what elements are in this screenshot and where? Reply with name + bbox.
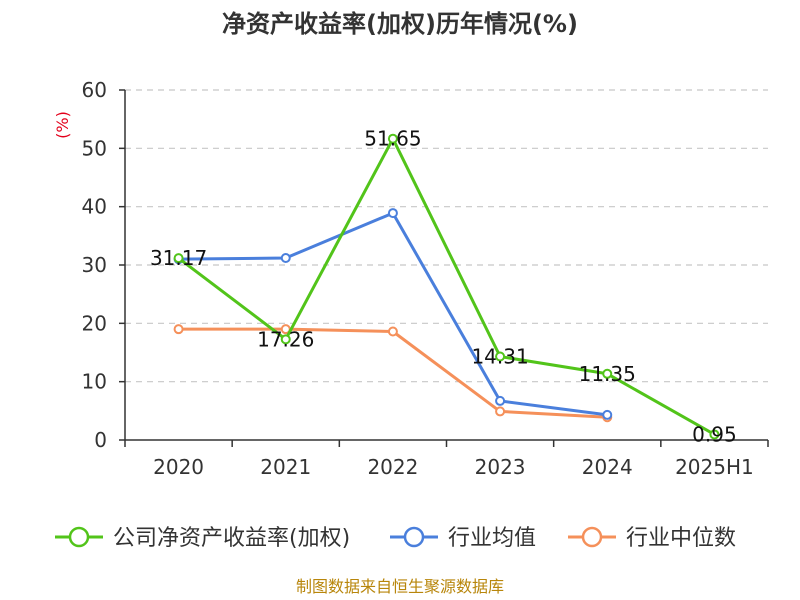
- data-label: 17.26: [257, 327, 314, 351]
- x-tick-label: 2020: [153, 455, 204, 479]
- series-line: [178, 211, 608, 417]
- grid-lines: [125, 89, 768, 383]
- legend-label: 行业中位数: [626, 526, 736, 551]
- data-point: [280, 253, 291, 263]
- legend-item: 行业均值: [390, 526, 536, 551]
- legend-label: 公司净资产收益率(加权): [113, 526, 350, 551]
- data-point: [602, 368, 613, 379]
- y-tick-label: 10: [82, 370, 107, 394]
- data-point: [495, 351, 506, 362]
- legend-swatch-marker: [581, 526, 603, 548]
- x-tick-label: 2021: [260, 455, 311, 479]
- data-point: [387, 326, 398, 337]
- data-label: 51.65: [364, 127, 421, 151]
- chart-title: 净资产收益率(加权)历年情况(%): [222, 10, 578, 38]
- data-point: [173, 324, 184, 335]
- legend-swatch-marker: [403, 526, 425, 548]
- y-tick-label: 30: [82, 253, 107, 277]
- data-point: [280, 334, 291, 345]
- data-point: [495, 406, 506, 417]
- x-tick-label: 2024: [582, 455, 633, 479]
- y-tick-label: 60: [82, 78, 107, 102]
- data-labels: 31.17 17.26 51.65 14.31 11.35 0.95: [150, 127, 737, 447]
- y-axis-unit: (%): [53, 111, 72, 139]
- series-line: [177, 137, 716, 436]
- x-tick-label: 2022: [367, 455, 418, 479]
- legend-label: 行业均值: [448, 526, 536, 551]
- y-tick-label: 0: [94, 428, 107, 452]
- series-line: [178, 327, 608, 419]
- data-point: [173, 253, 184, 264]
- x-tick-label: 2025H1: [675, 455, 754, 479]
- source-note: 制图数据来自恒生聚源数据库: [296, 577, 504, 596]
- legend-item: 公司净资产收益率(加权): [55, 526, 350, 551]
- data-label: 31.17: [150, 246, 207, 270]
- y-tick-label: 40: [82, 195, 107, 219]
- legend-item: 行业中位数: [568, 526, 736, 551]
- y-tick-label: 20: [82, 311, 107, 335]
- data-label: 11.35: [579, 362, 636, 386]
- data-label: 14.31: [471, 345, 528, 369]
- axes: 0 10 20 30 40 50 60 2020 2021 2022 2023 2024 2025H1: [82, 78, 769, 479]
- data-point: [387, 208, 398, 219]
- legend-swatch-marker: [68, 526, 90, 548]
- series-lines: [173, 133, 720, 440]
- y-tick-label: 50: [82, 136, 107, 160]
- x-tick-label: 2023: [475, 455, 526, 479]
- data-point: [495, 395, 506, 406]
- data-point: [602, 409, 613, 420]
- data-point: [709, 429, 720, 440]
- data-point: [387, 133, 398, 144]
- data-label: 0.95: [692, 422, 737, 446]
- legend: 公司净资产收益率(加权) 行业均值 行业中位数: [55, 526, 736, 551]
